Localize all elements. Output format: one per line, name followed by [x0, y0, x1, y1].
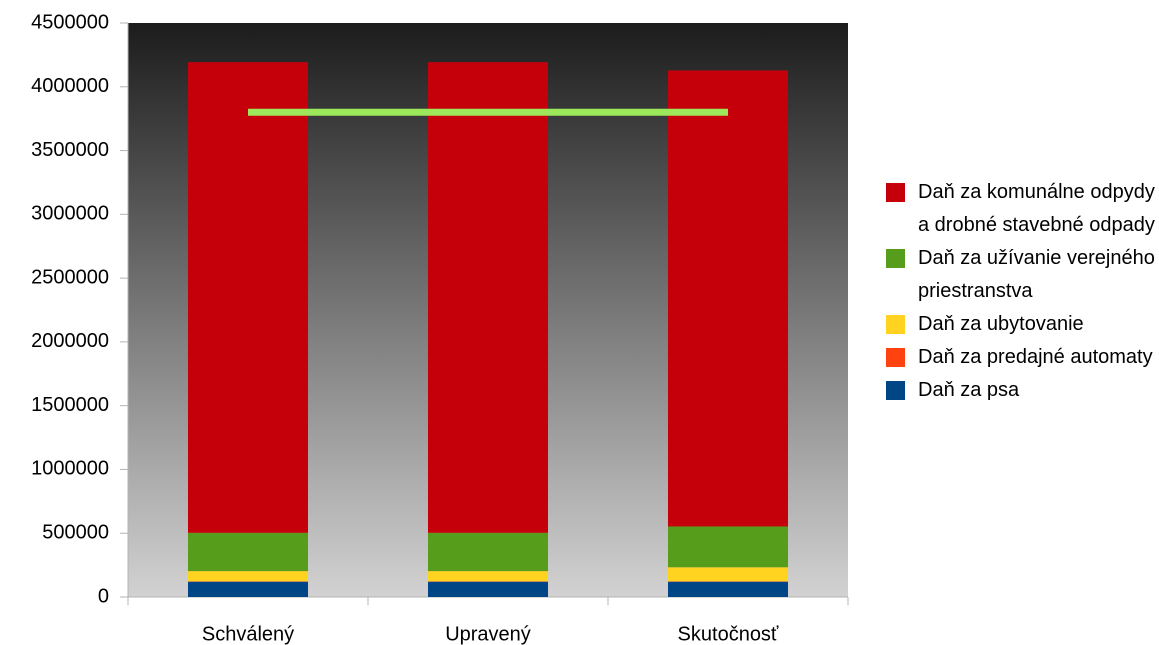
y-tick-label: 4000000: [31, 75, 109, 97]
bar-segment: [188, 581, 308, 597]
legend-label: Daň za predajné automaty: [918, 346, 1153, 368]
bar-segment: [428, 62, 548, 533]
legend-swatch: [886, 249, 905, 268]
legend-swatch: [886, 315, 905, 334]
y-tick-label: 2500000: [31, 266, 109, 288]
legend-item: Daň za komunálne odpydy a drobné stavebn…: [886, 176, 1156, 242]
bar-segment: [188, 532, 308, 572]
legend-item: Daň za psa: [886, 374, 1156, 407]
y-tick-label: 4500000: [31, 11, 109, 33]
legend-swatch: [886, 183, 905, 202]
legend-label: Daň za komunálne odpydy a drobné stavebn…: [918, 181, 1155, 236]
x-tick-label: Schválený: [202, 623, 294, 645]
legend-swatch: [886, 348, 905, 367]
legend-label: Daň za užívanie verejného priestranstva: [918, 247, 1155, 302]
legend-label: Daň za psa: [918, 379, 1020, 401]
legend-item: Daň za ubytovanie: [886, 308, 1156, 341]
bar-segment: [428, 532, 548, 572]
y-tick-label: 3500000: [31, 139, 109, 161]
y-tick-label: 2000000: [31, 330, 109, 352]
y-tick-label: 500000: [42, 522, 109, 544]
bar-segment: [668, 567, 788, 582]
legend-label: Daň za ubytovanie: [918, 313, 1084, 335]
legend-swatch: [886, 381, 905, 400]
bar-segment: [428, 571, 548, 582]
bar-segment: [668, 581, 788, 597]
bar-segment: [668, 526, 788, 568]
legend: Daň za komunálne odpydy a drobné stavebn…: [886, 176, 1156, 407]
bar-segment: [188, 571, 308, 582]
bar-segment: [188, 62, 308, 533]
x-tick-label: Upravený: [445, 623, 531, 645]
x-tick-label: Skutočnosť: [678, 623, 779, 645]
bar-segment: [668, 70, 788, 527]
legend-item: Daň za užívanie verejného priestranstva: [886, 242, 1156, 308]
y-tick-label: 3000000: [31, 203, 109, 225]
legend-item: Daň za predajné automaty: [886, 341, 1156, 374]
y-tick-label: 0: [98, 585, 109, 607]
y-tick-label: 1000000: [31, 458, 109, 480]
y-tick-label: 1500000: [31, 394, 109, 416]
bar-segment: [428, 581, 548, 597]
